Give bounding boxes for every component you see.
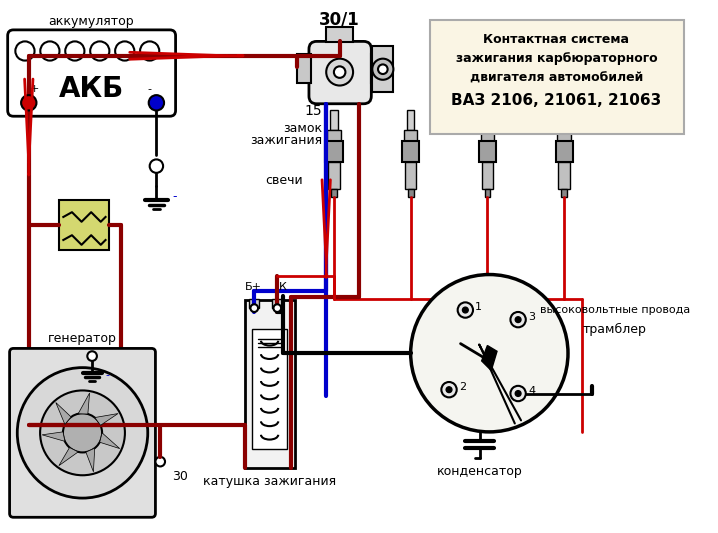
Text: зажигания: зажигания <box>251 134 322 147</box>
Circle shape <box>15 42 34 61</box>
Bar <box>430 20 684 133</box>
Text: 2: 2 <box>459 382 466 392</box>
Circle shape <box>140 42 159 61</box>
Circle shape <box>510 386 526 401</box>
Circle shape <box>442 382 457 398</box>
Text: высоковольтные провода: высоковольтные провода <box>540 305 691 315</box>
Text: -: - <box>106 370 110 380</box>
Circle shape <box>149 159 163 173</box>
Circle shape <box>88 351 97 361</box>
Text: 30/1: 30/1 <box>320 10 360 28</box>
Bar <box>557 130 571 141</box>
Bar <box>327 130 340 141</box>
Polygon shape <box>100 433 120 449</box>
Circle shape <box>65 42 85 61</box>
Text: +: + <box>30 84 39 94</box>
Text: замок: замок <box>284 122 322 135</box>
Circle shape <box>40 42 60 61</box>
FancyBboxPatch shape <box>309 42 371 104</box>
Bar <box>245 301 294 469</box>
Bar <box>404 130 417 141</box>
Circle shape <box>378 64 388 74</box>
Text: 30: 30 <box>172 470 187 482</box>
Text: двигателя автомобилей: двигателя автомобилей <box>470 71 643 84</box>
Text: 3: 3 <box>528 312 535 322</box>
Text: Контактная система: Контактная система <box>483 33 630 46</box>
Circle shape <box>40 391 125 475</box>
Bar <box>407 110 414 130</box>
Circle shape <box>274 304 281 312</box>
Text: АКБ: АКБ <box>59 75 123 103</box>
Bar <box>331 189 337 197</box>
Text: К: К <box>279 282 287 292</box>
Bar <box>480 130 494 141</box>
Bar <box>273 298 282 308</box>
Circle shape <box>516 317 521 322</box>
Circle shape <box>155 457 165 466</box>
Text: катушка зажигания: катушка зажигания <box>203 475 336 488</box>
Text: 1: 1 <box>475 302 482 312</box>
Bar <box>408 189 414 197</box>
Bar <box>482 162 493 189</box>
Circle shape <box>457 302 473 318</box>
Text: конденсатор: конденсатор <box>437 465 523 478</box>
Bar <box>328 162 340 189</box>
Circle shape <box>17 368 148 498</box>
Circle shape <box>251 304 258 312</box>
Text: свечи: свечи <box>266 174 303 187</box>
Circle shape <box>372 59 393 80</box>
Text: Б+: Б+ <box>245 282 261 292</box>
Text: генератор: генератор <box>48 333 117 345</box>
Bar <box>485 189 490 197</box>
Bar <box>60 200 109 249</box>
Polygon shape <box>95 414 118 425</box>
Bar <box>405 162 416 189</box>
Bar <box>402 141 419 162</box>
Text: -: - <box>148 84 151 94</box>
Bar <box>326 27 353 42</box>
Circle shape <box>446 387 452 393</box>
FancyBboxPatch shape <box>9 349 155 518</box>
Text: аккумулятор: аккумулятор <box>48 15 134 28</box>
Bar <box>483 110 491 130</box>
Bar <box>325 141 342 162</box>
Text: -: - <box>173 190 177 203</box>
Circle shape <box>149 95 164 110</box>
FancyBboxPatch shape <box>8 30 176 116</box>
Circle shape <box>63 413 102 453</box>
Polygon shape <box>56 402 71 424</box>
Circle shape <box>462 307 468 313</box>
Bar <box>249 298 259 308</box>
Circle shape <box>334 66 345 78</box>
Bar <box>372 46 393 92</box>
Bar <box>297 54 311 83</box>
Bar <box>556 141 573 162</box>
Polygon shape <box>86 448 95 472</box>
Text: ВАЗ 2106, 21061, 21063: ВАЗ 2106, 21061, 21063 <box>452 93 661 108</box>
Polygon shape <box>78 393 90 414</box>
Circle shape <box>115 42 134 61</box>
Bar <box>560 110 568 130</box>
Circle shape <box>21 95 37 110</box>
Bar <box>559 162 570 189</box>
Polygon shape <box>59 448 78 466</box>
Circle shape <box>510 312 526 327</box>
Text: трамблер: трамблер <box>582 322 646 336</box>
Text: 15: 15 <box>304 104 322 118</box>
Polygon shape <box>482 345 497 370</box>
Bar <box>252 329 287 449</box>
Circle shape <box>411 274 568 432</box>
Circle shape <box>326 59 353 85</box>
Bar <box>561 189 567 197</box>
Circle shape <box>90 42 109 61</box>
Text: зажигания карбюраторного: зажигания карбюраторного <box>456 52 657 65</box>
Bar <box>371 54 385 83</box>
Circle shape <box>516 391 521 397</box>
Text: 4: 4 <box>528 386 535 395</box>
Polygon shape <box>42 432 65 441</box>
Bar <box>330 110 337 130</box>
Bar <box>479 141 496 162</box>
